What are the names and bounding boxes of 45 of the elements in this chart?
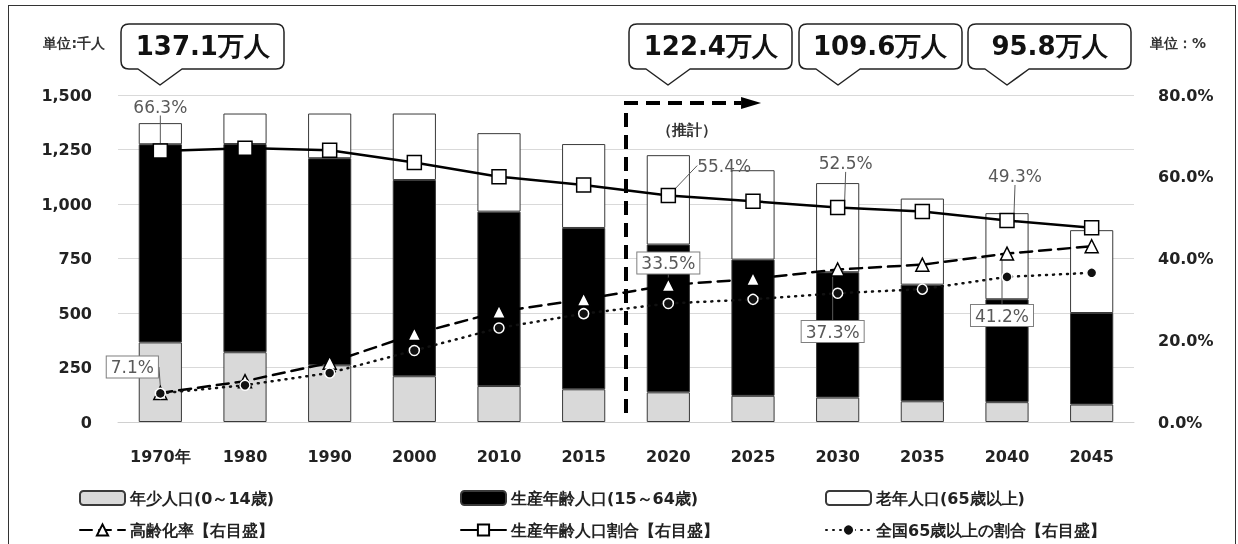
- x-tick-label: 2010: [476, 446, 522, 466]
- y2-axis-title: 単位：%: [1149, 35, 1207, 51]
- x-tick-label: 1980: [222, 446, 268, 466]
- legend-label: 高齢化率【右目盛】: [130, 520, 274, 540]
- annotation: （推計）: [657, 120, 718, 140]
- y2-tick-label: 60.0%: [1158, 167, 1214, 187]
- x-tick-label: 2045: [1069, 446, 1114, 466]
- text: 122.4万人: [643, 29, 778, 63]
- data-label: 37.3%: [805, 321, 860, 342]
- y-tick-label: 250: [58, 358, 92, 377]
- y-tick-label: 0: [80, 412, 92, 432]
- legend-label: 全国65歳以上の割合【右目盛】: [875, 520, 1107, 540]
- legend-label: 生産年齢人口(15～64歳): [510, 488, 699, 508]
- data-label: 7.1%: [110, 356, 154, 377]
- x-tick-label: 2020: [646, 446, 691, 466]
- text: 137.1万人: [135, 29, 270, 63]
- data-label: 33.5%: [641, 253, 696, 274]
- y-axis-title: 単位:千人: [42, 35, 106, 51]
- legend-label: 老年人口(65歳以上): [875, 488, 1025, 508]
- x-tick-label: 1990: [307, 446, 352, 466]
- x-tick-label: 1970年: [130, 446, 191, 466]
- y2-tick-label: 0.0%: [1158, 412, 1203, 432]
- legend-label: 生産年齢人口割合【右目盛】: [510, 520, 719, 540]
- x-tick-label: 2025: [730, 446, 776, 466]
- legend-label: 年少人口(0～14歳): [129, 488, 275, 508]
- y2-tick-label: 80.0%: [1158, 85, 1214, 105]
- data-label: 52.5%: [818, 153, 873, 174]
- x-tick-label: 2040: [984, 446, 1030, 466]
- x-tick-label: 2030: [815, 446, 860, 466]
- x-tick-label: 2015: [561, 446, 606, 466]
- x-tick-label: 2035: [900, 446, 945, 466]
- text: 95.8万人: [991, 29, 1108, 63]
- y-tick-label: 1,500: [41, 85, 92, 105]
- text: 109.6万人: [813, 29, 948, 63]
- data-label: 66.3%: [133, 97, 188, 117]
- y-tick-label: 750: [58, 249, 92, 268]
- y2-tick-label: 40.0%: [1158, 249, 1214, 268]
- y2-tick-label: 20.0%: [1158, 330, 1214, 350]
- data-label: 49.3%: [987, 166, 1043, 187]
- y-tick-label: 500: [58, 303, 92, 323]
- y-tick-label: 1,250: [41, 140, 92, 159]
- x-tick-label: 2000: [392, 446, 437, 466]
- data-label: 55.4%: [697, 155, 752, 176]
- data-label: 41.2%: [974, 305, 1030, 326]
- y-tick-label: 1,000: [41, 194, 92, 214]
